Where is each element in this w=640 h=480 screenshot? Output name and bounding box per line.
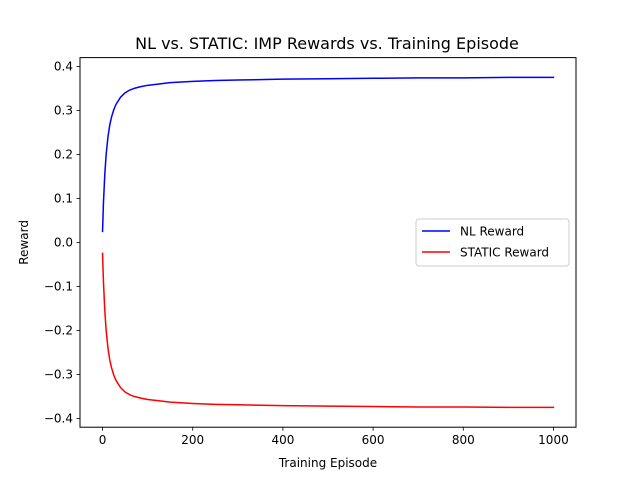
legend-label-nl-reward: NL Reward <box>460 225 524 239</box>
series-line-static-reward <box>101 252 555 409</box>
plot-area-frame <box>79 57 577 428</box>
x-tick-label: 200 <box>181 433 204 447</box>
y-tick-label: 0.3 <box>54 104 73 118</box>
x-axis-ticks: 0 200 400 600 800 1000 <box>99 427 569 447</box>
y-tick-label: 0.1 <box>54 192 73 206</box>
legend: NL Reward STATIC Reward <box>415 218 570 267</box>
series-line-nl-reward <box>101 76 555 233</box>
y-tick-label: 0.0 <box>54 236 73 250</box>
x-tick-label: 400 <box>271 433 294 447</box>
x-tick-label: 600 <box>362 433 385 447</box>
y-tick-label: 0.4 <box>54 60 73 74</box>
y-axis-label: Reward <box>17 220 31 265</box>
y-tick-label: −0.1 <box>44 280 73 294</box>
y-tick-label: −0.2 <box>44 324 73 338</box>
x-tick-label: 0 <box>99 433 107 447</box>
plot-series <box>101 76 555 409</box>
y-tick-label: 0.2 <box>54 148 73 162</box>
y-tick-label: −0.4 <box>44 412 73 426</box>
x-tick-label: 1000 <box>538 433 569 447</box>
y-tick-label: −0.3 <box>44 368 73 382</box>
x-axis-label: Training Episode <box>278 456 377 470</box>
chart-title: NL vs. STATIC: IMP Rewards vs. Training … <box>135 34 519 53</box>
legend-label-static-reward: STATIC Reward <box>460 246 549 260</box>
legend-box <box>415 218 570 267</box>
x-tick-label: 800 <box>452 433 475 447</box>
y-axis-ticks: 0.4 0.3 0.2 0.1 0.0 −0.1 −0.2 −0.3 −0.4 <box>44 60 80 426</box>
